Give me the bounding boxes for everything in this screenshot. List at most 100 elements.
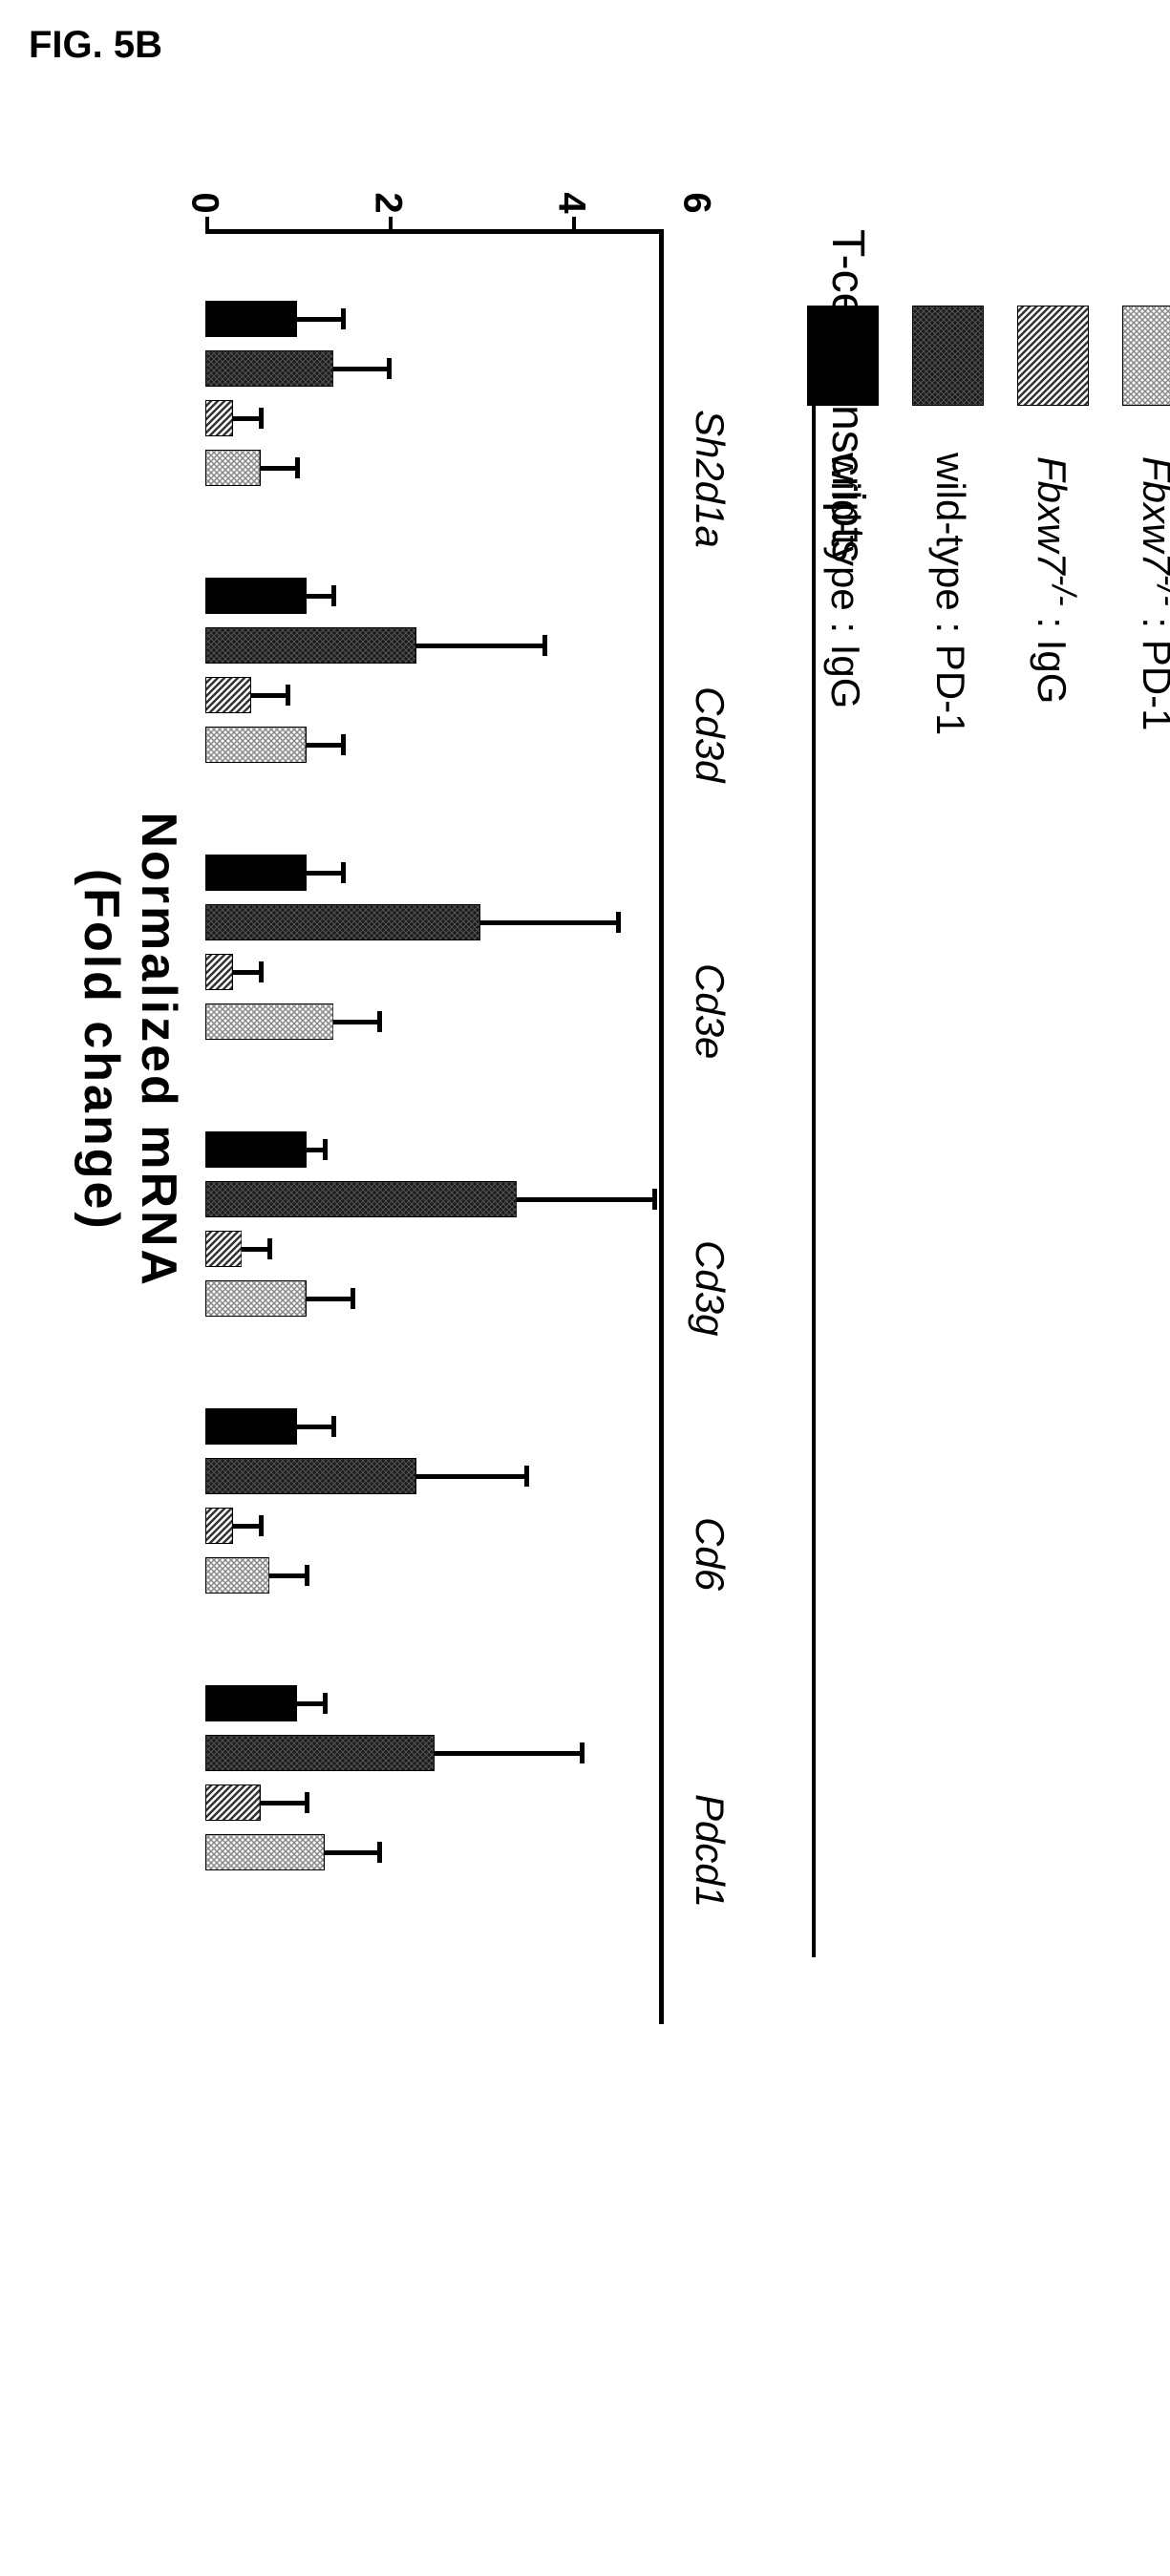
error-cap: [341, 308, 346, 329]
bar: [205, 1003, 333, 1040]
legend-item: Fbxw7-/- : PD-1: [1122, 306, 1170, 444]
bar: [205, 677, 251, 713]
y-tick-label: 6: [675, 192, 718, 213]
error-cap: [524, 1466, 529, 1487]
x-category-label: Cd3g: [687, 1240, 733, 1336]
bar: [205, 1508, 233, 1544]
y-tick-label: 4: [550, 192, 593, 213]
y-axis-label-line2: (Fold change): [74, 869, 129, 1232]
bar: [205, 1557, 269, 1594]
bar: [205, 450, 261, 486]
legend-swatch: [912, 306, 984, 406]
x-category-label: Cd6: [687, 1517, 733, 1591]
error-cap: [341, 734, 346, 755]
bar: [205, 954, 233, 990]
legend-swatch: [1122, 306, 1170, 406]
error-bar: [297, 1701, 325, 1706]
bar: [205, 1408, 297, 1445]
error-cap: [267, 1238, 272, 1259]
bar: [205, 1784, 261, 1821]
error-cap: [387, 358, 392, 379]
error-bar: [416, 1474, 526, 1479]
error-bar: [480, 920, 618, 925]
error-bar: [251, 693, 287, 698]
error-cap: [286, 685, 290, 706]
error-bar: [269, 1573, 306, 1578]
bar: [205, 1834, 325, 1870]
error-bar: [261, 466, 297, 471]
error-cap: [305, 1565, 309, 1586]
error-bar: [297, 317, 343, 322]
legend-swatch: [1017, 306, 1089, 406]
y-tick-mark: [572, 217, 576, 234]
figure-label: FIG. 5B: [29, 24, 162, 67]
error-cap: [377, 1842, 382, 1863]
bar: [205, 301, 297, 337]
error-cap: [331, 1416, 336, 1437]
bar: [205, 1231, 242, 1267]
y-tick-label: 2: [367, 192, 410, 213]
error-bar: [242, 1247, 269, 1252]
bar: [205, 1685, 297, 1721]
x-category-label: Cd3d: [687, 686, 733, 782]
error-cap: [331, 585, 336, 606]
error-bar: [233, 970, 261, 975]
bar: [205, 627, 416, 664]
y-tick-mark: [205, 217, 209, 234]
y-tick-label: 0: [183, 192, 226, 213]
plot-area: 0246Sh2d1aCd3dCd3eCd3gCd6Pdcd1: [205, 229, 664, 2024]
x-category-label: Pdcd1: [687, 1794, 733, 1908]
y-axis-label-line1: Normalized mRNA: [131, 812, 186, 1288]
error-cap: [542, 635, 547, 656]
title-underline: [812, 325, 816, 1957]
error-cap: [652, 1189, 657, 1210]
error-bar: [261, 1801, 307, 1805]
y-axis-label: Normalized mRNA (Fold change): [72, 716, 186, 1384]
error-cap: [341, 862, 346, 883]
legend-item: Fbxw7-/- : IgG: [1017, 306, 1089, 444]
error-cap: [295, 457, 300, 478]
bar: [205, 1458, 416, 1494]
chart-wrapper: 0246Sh2d1aCd3dCd3eCd3gCd6Pdcd1 T-cell tr…: [205, 229, 664, 2024]
bar: [205, 1181, 517, 1217]
legend-label: Fbxw7-/- : IgG: [1029, 456, 1082, 800]
bar: [205, 578, 307, 614]
legend-item: wild-type : IgG: [807, 306, 879, 444]
error-bar: [325, 1850, 380, 1855]
error-bar: [307, 594, 334, 599]
error-cap: [259, 408, 264, 429]
x-category-label: Sh2d1a: [687, 410, 733, 548]
error-bar: [333, 1020, 379, 1024]
error-bar: [435, 1751, 582, 1756]
error-bar: [307, 871, 343, 876]
bar: [205, 1735, 435, 1771]
error-bar: [307, 1297, 352, 1301]
error-cap: [377, 1011, 382, 1032]
error-bar: [233, 416, 261, 421]
error-cap: [259, 961, 264, 982]
bar: [205, 1131, 307, 1168]
y-tick-mark: [389, 217, 393, 234]
error-cap: [323, 1139, 328, 1160]
bar: [205, 904, 480, 940]
error-bar: [416, 644, 544, 648]
legend-swatch: [807, 306, 879, 406]
bar: [205, 350, 333, 387]
bar: [205, 727, 307, 763]
legend-label: wild-type : IgG: [822, 453, 868, 796]
bar: [205, 400, 233, 436]
bar: [205, 855, 307, 891]
error-cap: [323, 1693, 328, 1714]
error-cap: [259, 1515, 264, 1536]
error-bar: [233, 1524, 261, 1529]
bar: [205, 1280, 307, 1317]
error-cap: [580, 1742, 585, 1763]
x-category-label: Cd3e: [687, 963, 733, 1059]
error-cap: [351, 1288, 355, 1309]
legend-label: wild-type : PD-1: [927, 453, 973, 796]
legend-item: wild-type : PD-1: [912, 306, 984, 444]
legend-label: Fbxw7-/- : PD-1: [1134, 456, 1170, 800]
error-cap: [616, 912, 621, 933]
error-bar: [297, 1425, 333, 1429]
error-bar: [517, 1197, 654, 1202]
